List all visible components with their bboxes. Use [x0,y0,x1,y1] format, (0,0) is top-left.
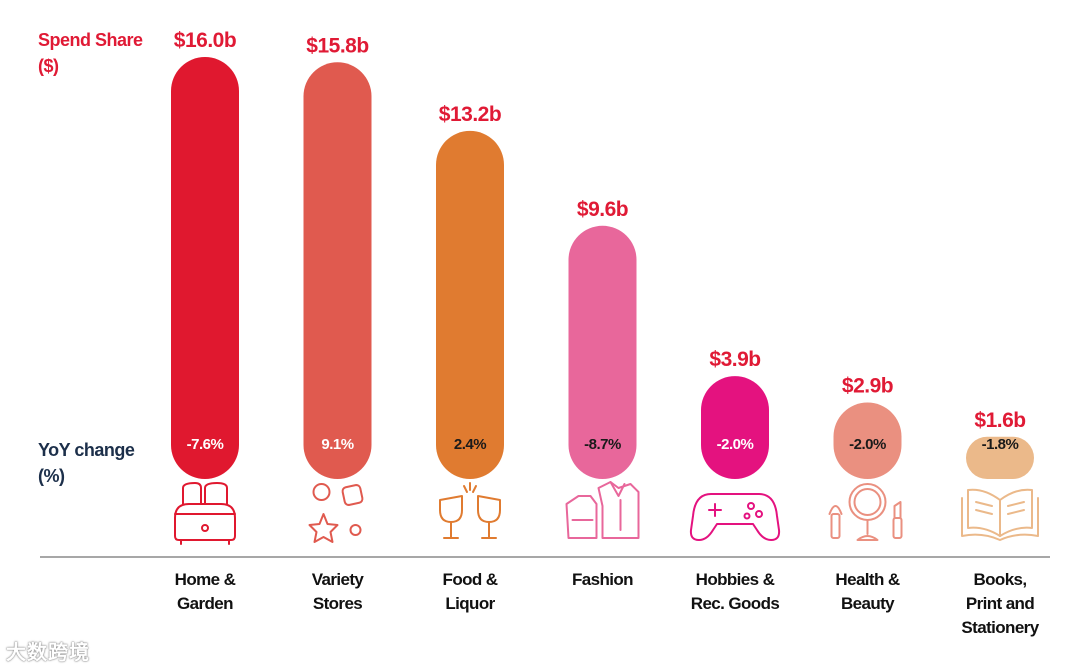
category-label: Fashion [572,570,633,589]
gamepad-icon [689,493,781,541]
data-label-yoy: -2.0% [849,436,886,453]
toaster-icon [174,482,236,545]
data-label-yoy: -7.6% [187,436,224,453]
yoy-label-line-2: (%) [38,466,65,486]
mirror-icon [828,483,903,541]
category-label: Liquor [445,594,495,613]
bar [436,130,504,479]
category-label: Garden [177,594,233,613]
spend-share-label-line-1: Spend Share [38,30,143,50]
category-label: Stationery [961,618,1039,637]
data-label-value: $1.6b [974,409,1025,432]
bar [171,57,239,479]
bar [701,376,769,479]
book-icon [961,488,1039,541]
category-label: Print and [966,594,1034,613]
category-label: Health & [835,570,899,589]
data-label-yoy: 2.4% [454,436,486,453]
category-label: Rec. Goods [691,594,780,613]
data-label-value: $15.8b [306,34,368,57]
data-label-value: $3.9b [709,348,760,371]
category-label: Hobbies & [696,570,775,589]
wine-glasses-icon [439,482,501,539]
bar [303,62,372,480]
data-label-yoy: 9.1% [321,436,353,453]
data-label-value: $13.2b [439,103,501,126]
data-label-value: $9.6b [577,198,628,221]
data-label-value: $16.0b [174,29,236,52]
data-label-yoy: -1.8% [982,436,1019,453]
spend-share-label-line-2: ($) [38,56,59,76]
bar [966,436,1034,479]
data-label-yoy: -2.0% [717,436,754,453]
category-label: Books, [973,570,1026,589]
data-label-yoy: -8.7% [584,436,621,453]
shapes-icon [308,483,364,543]
clothing-icon [565,481,640,539]
bar [833,402,902,479]
data-label-value: $2.9b [842,375,893,398]
category-label: Food & [443,570,498,589]
category-label: Variety [312,570,365,589]
category-label: Home & [175,570,236,589]
watermark-logo: 大数跨境 [6,640,90,664]
yoy-label-line-1: YoY change [38,440,135,460]
category-label: Stores [313,594,362,613]
bar [568,225,637,479]
category-label: Beauty [841,594,895,613]
